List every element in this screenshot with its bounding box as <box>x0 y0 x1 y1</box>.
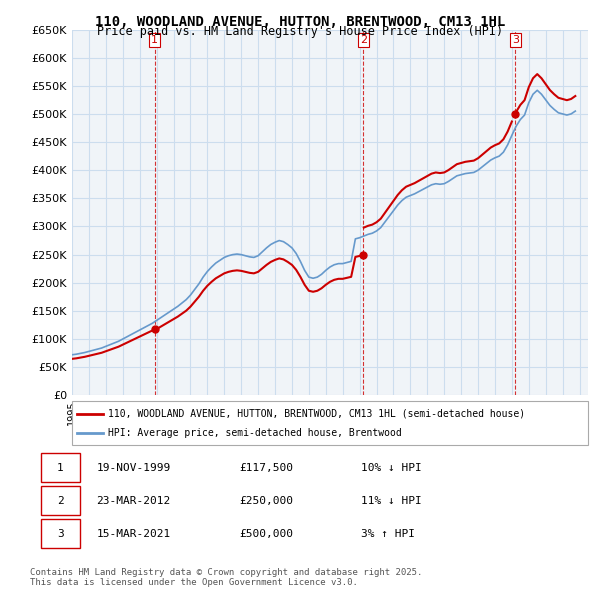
Text: £500,000: £500,000 <box>240 529 294 539</box>
FancyBboxPatch shape <box>41 520 80 549</box>
Text: 11% ↓ HPI: 11% ↓ HPI <box>361 496 422 506</box>
FancyBboxPatch shape <box>41 486 80 516</box>
Text: 19-NOV-1999: 19-NOV-1999 <box>96 463 170 473</box>
Text: Contains HM Land Registry data © Crown copyright and database right 2025.
This d: Contains HM Land Registry data © Crown c… <box>30 568 422 587</box>
FancyBboxPatch shape <box>41 453 80 483</box>
Text: HPI: Average price, semi-detached house, Brentwood: HPI: Average price, semi-detached house,… <box>108 428 402 438</box>
Text: 1: 1 <box>151 35 158 45</box>
Text: 2: 2 <box>57 496 64 506</box>
Text: 15-MAR-2021: 15-MAR-2021 <box>96 529 170 539</box>
Text: 23-MAR-2012: 23-MAR-2012 <box>96 496 170 506</box>
Text: 3% ↑ HPI: 3% ↑ HPI <box>361 529 415 539</box>
Text: £250,000: £250,000 <box>240 496 294 506</box>
Text: 110, WOODLAND AVENUE, HUTTON, BRENTWOOD, CM13 1HL: 110, WOODLAND AVENUE, HUTTON, BRENTWOOD,… <box>95 15 505 29</box>
Text: 3: 3 <box>512 35 519 45</box>
Text: £117,500: £117,500 <box>240 463 294 473</box>
Text: 110, WOODLAND AVENUE, HUTTON, BRENTWOOD, CM13 1HL (semi-detached house): 110, WOODLAND AVENUE, HUTTON, BRENTWOOD,… <box>108 409 525 418</box>
Text: 2: 2 <box>360 35 367 45</box>
Text: Price paid vs. HM Land Registry's House Price Index (HPI): Price paid vs. HM Land Registry's House … <box>97 25 503 38</box>
Text: 1: 1 <box>57 463 64 473</box>
Text: 10% ↓ HPI: 10% ↓ HPI <box>361 463 422 473</box>
FancyBboxPatch shape <box>72 401 588 445</box>
Text: 3: 3 <box>57 529 64 539</box>
